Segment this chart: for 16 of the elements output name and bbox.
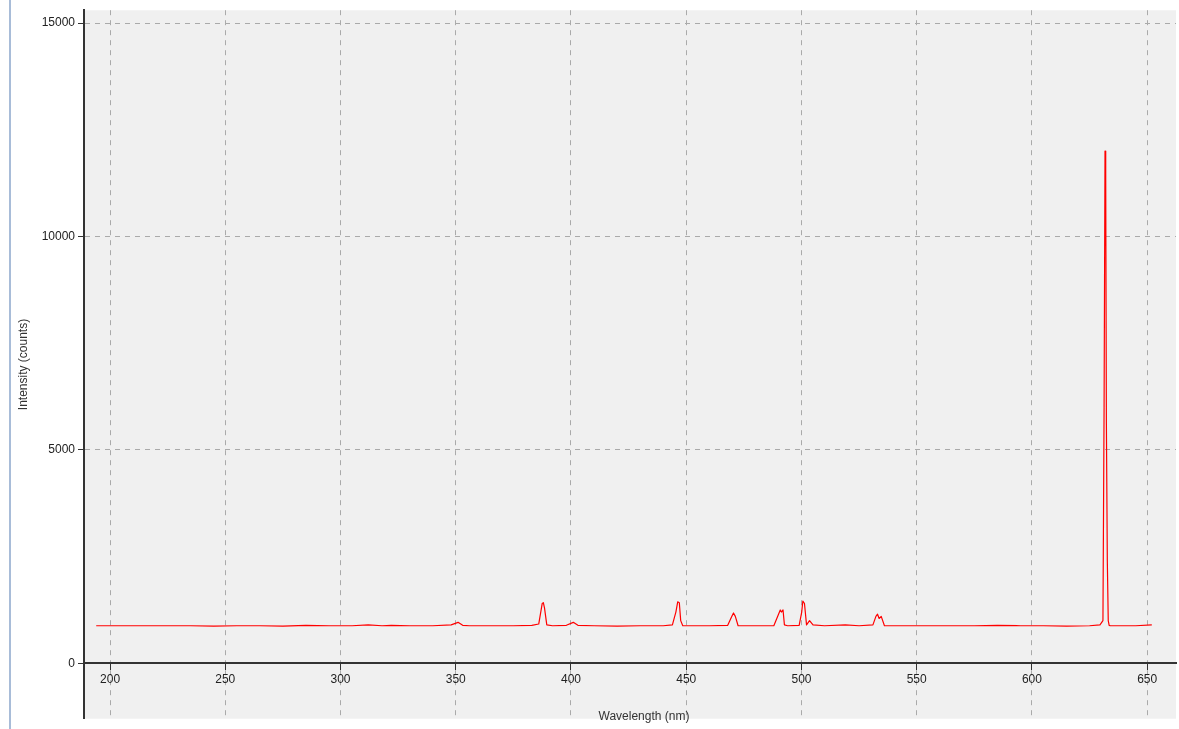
x-tick-label: 600 <box>1021 671 1043 686</box>
x-tick-label: 200 <box>100 671 121 686</box>
y-tick-label: 10000 <box>41 228 76 243</box>
y-axis-title: Intensity (counts) <box>16 318 31 411</box>
y-tick-label: 5000 <box>48 442 76 457</box>
x-tick-label: 350 <box>445 671 467 686</box>
x-tick-label: 300 <box>330 671 351 686</box>
y-tick-label: 15000 <box>41 15 76 30</box>
y-tick-label: 0 <box>68 655 76 670</box>
x-axis-title: Wavelength (nm) <box>598 709 690 724</box>
x-tick-label: 450 <box>676 671 697 686</box>
x-tick-label: 550 <box>906 671 928 686</box>
x-tick-label: 650 <box>1137 671 1158 686</box>
x-tick-label: 400 <box>560 671 582 686</box>
x-tick-label: 250 <box>215 671 236 686</box>
x-tick-label: 500 <box>791 671 812 686</box>
